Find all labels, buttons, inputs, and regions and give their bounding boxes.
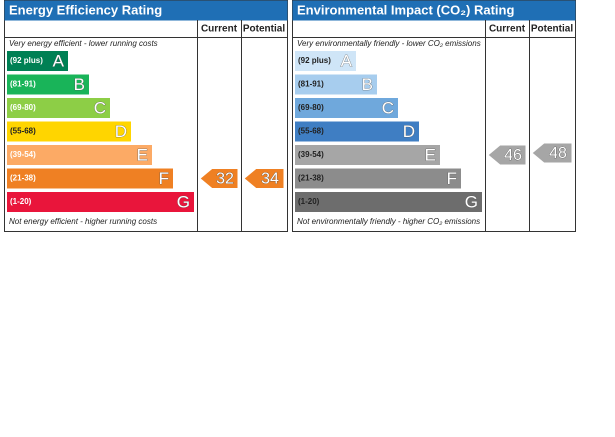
rating-arrow (243, 168, 285, 189)
rating-panel: Environmental Impact (CO₂) Rating Current… (292, 0, 576, 232)
title-bar (292, 0, 576, 21)
band-range: (21-38) (10, 174, 36, 183)
band-range: (39-54) (10, 150, 36, 159)
column-header: Current (201, 24, 238, 35)
band-range: (1-20) (298, 197, 320, 206)
band-letter: A (53, 51, 65, 70)
band-letter: A (341, 51, 353, 70)
rating-panel: Energy Efficiency Rating Current Potential… (4, 0, 288, 232)
band-letter: B (74, 75, 85, 94)
top-note: Very energy efficient - lower running co… (9, 39, 158, 48)
rating-band (295, 51, 356, 71)
band-letter: D (403, 122, 415, 141)
band-letter: E (425, 145, 436, 164)
band-letter: B (362, 75, 373, 94)
rating-band (295, 192, 482, 212)
rating-band (7, 51, 68, 71)
band-range: (55-68) (298, 127, 324, 136)
rating-value: 48 (549, 145, 567, 162)
rating-arrow (487, 144, 527, 166)
rating-value: 32 (216, 171, 234, 188)
column-header: Current (489, 24, 526, 35)
band-letter: C (94, 98, 106, 117)
rating-band (295, 168, 461, 189)
rating-band (7, 121, 131, 142)
rating-band (7, 192, 194, 212)
title-bar (4, 0, 288, 21)
rating-band (7, 98, 110, 118)
rating-value: 46 (504, 147, 522, 164)
band-letter: F (447, 169, 457, 188)
rating-band (295, 98, 398, 118)
bottom-note: Not environmentally friendly - higher CO… (297, 217, 480, 226)
top-note: Very environmentally friendly - lower CO… (297, 39, 481, 48)
band-range: (1-20) (10, 197, 32, 206)
rating-band (7, 74, 89, 95)
panel-title: Energy Efficiency Rating (9, 2, 162, 17)
rating-band (295, 145, 440, 165)
band-range: (39-54) (298, 150, 324, 159)
rating-arrow (531, 142, 573, 164)
rating-value: 34 (261, 171, 279, 188)
band-range: (69-80) (10, 103, 36, 112)
band-letter: G (465, 192, 478, 211)
rating-band (295, 121, 419, 142)
panel-title: Environmental Impact (CO₂) Rating (297, 2, 514, 17)
rating-band (7, 168, 173, 189)
band-letter: D (115, 122, 127, 141)
band-range: (92 plus) (10, 56, 43, 65)
band-letter: E (137, 145, 148, 164)
band-range: (92 plus) (298, 56, 331, 65)
band-letter: C (382, 98, 394, 117)
column-header: Potential (531, 24, 573, 35)
band-letter: F (159, 169, 169, 188)
rating-band (295, 74, 377, 95)
band-range: (69-80) (298, 103, 324, 112)
band-range: (81-91) (298, 80, 324, 89)
band-letter: G (177, 192, 190, 211)
rating-band (7, 145, 152, 165)
band-range: (55-68) (10, 127, 36, 136)
band-range: (81-91) (10, 80, 36, 89)
column-header: Potential (243, 24, 285, 35)
band-range: (21-38) (298, 174, 324, 183)
rating-arrow (199, 168, 239, 189)
bottom-note: Not energy efficient - higher running co… (9, 217, 157, 226)
